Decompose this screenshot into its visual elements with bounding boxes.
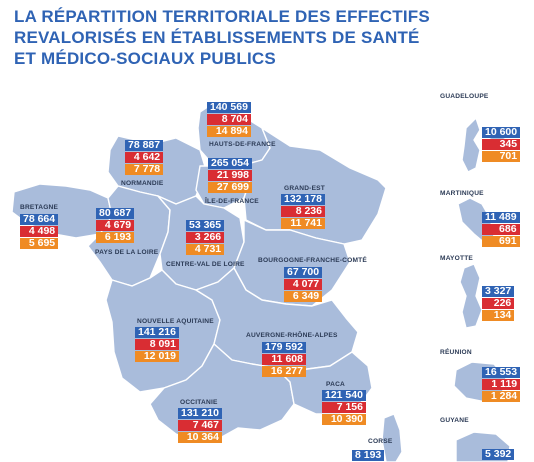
region-value-primary: 80 687 <box>96 208 135 219</box>
region-label-centre-val-de-loire: CENTRE-VAL DE LOIRE <box>166 261 245 268</box>
region-reunion-values: 16 553 1 119 1 284 <box>482 367 521 402</box>
region-value-tertiary: 701 <box>482 151 521 162</box>
region-value-primary: 67 700 <box>284 267 323 278</box>
region-label-martinique: MARTINIQUE <box>440 190 484 197</box>
region-value-primary: 5 392 <box>482 449 515 460</box>
region-value-secondary: 11 608 <box>262 354 306 365</box>
region-value-primary: 78 887 <box>125 140 164 151</box>
region-guadeloupe-values: 10 600 345 701 <box>482 127 521 162</box>
region-value-secondary: 4 077 <box>284 279 323 290</box>
region-value-secondary: 3 266 <box>186 232 225 243</box>
region-centre-val-de-loire-values: 53 365 3 266 4 731 <box>186 220 225 255</box>
region-label-bourgogne-franche-comte: BOURGOGNE-FRANCHE-COMTÉ <box>258 257 367 264</box>
region-value-primary: 11 489 <box>482 212 520 223</box>
region-martinique-values: 11 489 686 691 <box>482 212 520 247</box>
region-shape-corse <box>381 413 403 462</box>
region-label-bretagne: BRETAGNE <box>20 204 59 211</box>
region-value-primary: 140 569 <box>207 102 251 113</box>
region-mayotte-values: 3 327 226 134 <box>482 286 515 321</box>
region-normandie-values: 78 887 4 642 7 778 <box>125 140 164 175</box>
region-label-occitanie: OCCITANIE <box>180 399 218 406</box>
region-value-tertiary: 134 <box>482 310 515 321</box>
region-value-tertiary: 14 894 <box>207 126 251 137</box>
title-line-1: LA RÉPARTITION TERRITORIALE DES EFFECTIF… <box>14 7 430 26</box>
region-label-mayotte: MAYOTTE <box>440 255 474 262</box>
region-value-secondary: 7 156 <box>322 402 366 413</box>
region-guyane-values: 5 392 <box>482 449 515 460</box>
region-label-guadeloupe: GUADELOUPE <box>440 93 489 100</box>
region-value-tertiary: 12 019 <box>135 351 179 362</box>
region-value-tertiary: 10 390 <box>322 414 366 425</box>
region-value-primary: 132 178 <box>281 194 325 205</box>
region-nouvelle-aquitaine-values: 141 216 8 091 12 019 <box>135 327 179 362</box>
title-line-3: ET MÉDICO-SOCIAUX PUBLICS <box>14 49 276 68</box>
region-label-nouvelle-aquitaine: NOUVELLE AQUITAINE <box>137 318 214 325</box>
region-value-secondary: 686 <box>482 224 520 235</box>
region-bretagne-values: 78 664 4 498 5 695 <box>20 214 59 249</box>
region-value-secondary: 7 467 <box>178 420 222 431</box>
region-value-tertiary: 11 741 <box>281 218 325 229</box>
region-label-auvergne-rhone-alpes: AUVERGNE-RHÔNE-ALPES <box>246 332 338 339</box>
region-pays-de-la-loire-values: 80 687 4 679 6 193 <box>96 208 135 243</box>
region-value-secondary: 4 642 <box>125 152 164 163</box>
region-value-primary: 16 553 <box>482 367 521 378</box>
region-value-secondary: 8 091 <box>135 339 179 350</box>
region-value-tertiary: 1 284 <box>482 391 521 402</box>
region-value-tertiary: 4 731 <box>186 244 225 255</box>
region-ile-de-france-values: 265 054 21 998 27 699 <box>208 158 252 193</box>
region-grand-est-values: 132 178 8 236 11 741 <box>281 194 325 229</box>
region-label-reunion: RÉUNION <box>440 349 472 356</box>
region-label-hauts-de-france: HAUTS-DE-FRANCE <box>209 141 276 148</box>
region-value-tertiary: 5 695 <box>20 238 59 249</box>
region-value-tertiary: 16 277 <box>262 366 306 377</box>
region-value-primary: 8 193 <box>352 450 385 461</box>
region-value-primary: 179 592 <box>262 342 306 353</box>
page-title: LA RÉPARTITION TERRITORIALE DES EFFECTIF… <box>14 6 434 69</box>
region-corse-values: 8 193 <box>352 450 385 461</box>
title-line-2: REVALORISÉS EN ÉTABLISSEMENTS DE SANTÉ <box>14 28 420 47</box>
region-value-secondary: 4 498 <box>20 226 59 237</box>
region-value-tertiary: 6 193 <box>96 232 135 243</box>
region-value-tertiary: 10 364 <box>178 432 222 443</box>
region-value-secondary: 8 236 <box>281 206 325 217</box>
region-label-paca: PACA <box>326 381 345 388</box>
region-paca-values: 121 540 7 156 10 390 <box>322 390 366 425</box>
region-label-pays-de-la-loire: PAYS DE LA LOIRE <box>95 249 159 256</box>
region-value-secondary: 8 704 <box>207 114 251 125</box>
region-value-secondary: 1 119 <box>482 379 521 390</box>
region-label-ile-de-france: ÎLE-DE-FRANCE <box>205 198 259 205</box>
region-value-primary: 131 210 <box>178 408 222 419</box>
region-value-tertiary: 691 <box>482 236 520 247</box>
region-value-primary: 10 600 <box>482 127 521 138</box>
region-bourgogne-franche-comte-values: 67 700 4 077 6 349 <box>284 267 323 302</box>
region-value-tertiary: 27 699 <box>208 182 252 193</box>
region-value-tertiary: 7 778 <box>125 164 164 175</box>
region-value-primary: 121 540 <box>322 390 366 401</box>
region-value-secondary: 4 679 <box>96 220 135 231</box>
region-value-primary: 3 327 <box>482 286 515 297</box>
region-value-primary: 265 054 <box>208 158 252 169</box>
region-value-secondary: 345 <box>482 139 521 150</box>
region-occitanie-values: 131 210 7 467 10 364 <box>178 408 222 443</box>
region-value-secondary: 21 998 <box>208 170 252 181</box>
region-auvergne-rhone-alpes-values: 179 592 11 608 16 277 <box>262 342 306 377</box>
region-label-normandie: NORMANDIE <box>121 180 164 187</box>
region-value-primary: 141 216 <box>135 327 179 338</box>
region-label-corse: CORSE <box>368 438 393 445</box>
region-label-guyane: GUYANE <box>440 417 469 424</box>
region-value-tertiary: 6 349 <box>284 291 323 302</box>
region-label-grand-est: GRAND-EST <box>284 185 325 192</box>
region-value-primary: 78 664 <box>20 214 59 225</box>
region-hauts-de-france-values: 140 569 8 704 14 894 <box>207 102 251 137</box>
region-value-secondary: 226 <box>482 298 515 309</box>
region-value-primary: 53 365 <box>186 220 225 231</box>
